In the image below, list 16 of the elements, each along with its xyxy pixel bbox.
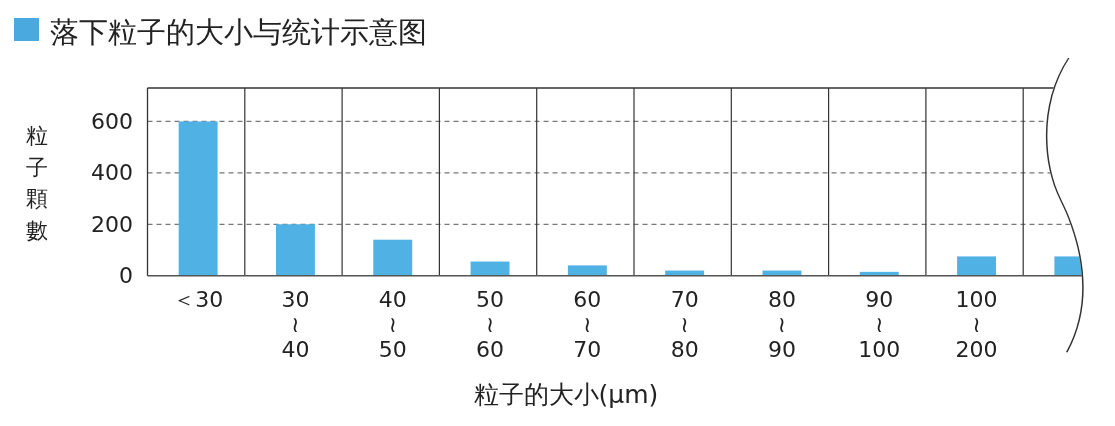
y-tick-label: 600: [91, 108, 133, 134]
y-tick-label: 400: [91, 160, 133, 186]
y-tick-label: 200: [91, 211, 133, 237]
x-tick-label: 60 ≀ 70: [573, 287, 602, 362]
title: 落下粒子的大小与统计示意图: [50, 15, 427, 49]
x-tick-label: 70 ≀ 80: [670, 287, 699, 362]
x-axis-title: 粒子的大小(μm): [473, 380, 659, 409]
y-axis-title: 粒子顆數: [26, 123, 48, 243]
x-tick-label: 80 ≀ 90: [767, 287, 796, 362]
x-tick-label: ＜30: [173, 287, 224, 312]
y-tick-label: 0: [119, 263, 133, 289]
x-tick-label: 40 ≀ 50: [378, 287, 407, 362]
x-tick-label: 100 ≀ 200: [955, 287, 998, 362]
x-tick-label: 90 ≀ 100: [858, 287, 901, 362]
x-tick-label: 50 ≀ 60: [476, 287, 505, 362]
x-tick-label: 30 ≀ 40: [281, 287, 310, 362]
